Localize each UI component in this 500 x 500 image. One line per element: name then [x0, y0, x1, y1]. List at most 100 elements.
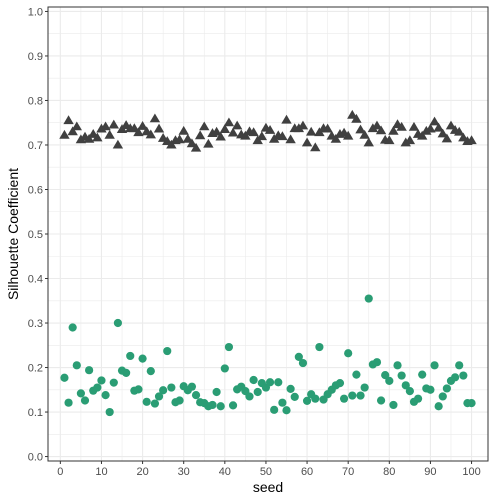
triangle-point: [112, 139, 124, 149]
circle-point: [76, 389, 85, 398]
triangle-point: [223, 117, 235, 127]
x-tick-label: 10: [95, 466, 107, 478]
circle-point: [278, 398, 287, 407]
circle-point: [274, 378, 283, 387]
circle-point: [142, 397, 151, 406]
triangle-point: [240, 130, 251, 140]
triangle-point: [388, 125, 399, 135]
circle-point: [385, 376, 394, 385]
circle-point: [389, 400, 398, 410]
triangle-point: [421, 125, 432, 135]
circle-point: [344, 349, 353, 358]
circle-point: [442, 384, 451, 393]
triangle-point: [454, 126, 465, 136]
x-tick-label: 70: [342, 466, 354, 478]
x-tick-label: 60: [301, 466, 313, 478]
triangle-point: [63, 115, 74, 125]
triangle-point: [425, 123, 436, 133]
circle-point: [253, 387, 262, 397]
y-tick-label: 0.6: [28, 184, 43, 196]
circle-point: [212, 387, 221, 397]
triangle-point: [408, 121, 420, 131]
circle-point: [298, 358, 308, 368]
triangle-point: [305, 126, 317, 136]
circle-point: [352, 370, 361, 379]
circle-point: [167, 383, 176, 392]
circle-point: [208, 400, 217, 410]
x-tick-label: 20: [136, 466, 148, 478]
circle-point: [72, 361, 81, 370]
triangle-point: [400, 137, 411, 147]
circle-point: [109, 378, 118, 387]
triangle-point: [281, 114, 292, 124]
triangle-point: [92, 132, 103, 142]
y-axis: 0.0 0.1 0.2 0.3 0.4 0.5 0.6 0.7 0.8 0.9 1.0: [28, 6, 48, 464]
triangle-point: [330, 133, 342, 143]
circle-point: [270, 405, 279, 414]
triangle-point: [264, 125, 276, 134]
circle-point: [434, 402, 443, 411]
triangle-point: [441, 133, 453, 143]
triangle-point: [429, 116, 440, 126]
circle-point: [372, 358, 382, 367]
x-tick-label: 80: [383, 466, 395, 478]
circle-point: [376, 396, 386, 405]
triangle-point: [227, 127, 239, 137]
circle-point: [438, 392, 447, 401]
circle-point: [154, 392, 164, 401]
triangle-point: [137, 121, 148, 130]
circle-point: [97, 376, 106, 385]
triangle-point: [153, 123, 165, 133]
triangle-point: [174, 134, 185, 144]
circle-point: [220, 364, 229, 373]
x-tick-label: 50: [260, 466, 272, 478]
x-tick-label: 30: [178, 466, 190, 478]
triangle-point: [71, 121, 82, 131]
triangle-point: [277, 131, 288, 141]
circle-point: [413, 394, 423, 403]
triangle-point: [145, 129, 157, 139]
triangle-point: [199, 121, 210, 131]
triangle-point: [297, 120, 309, 130]
triangle-point: [310, 142, 321, 152]
circle-point: [356, 391, 365, 400]
circle-point: [265, 378, 275, 387]
triangle-point: [166, 139, 177, 149]
circle-point: [364, 294, 373, 303]
circle-point: [163, 346, 172, 356]
circle-point: [467, 399, 476, 408]
triangle-point: [396, 121, 407, 131]
grid-lines: [48, 7, 488, 461]
triangle-point: [96, 123, 107, 133]
y-tick-label: 0.4: [28, 274, 43, 286]
triangle-point: [322, 123, 333, 133]
circle-point: [426, 385, 435, 394]
circle-point: [93, 383, 102, 392]
circle-point: [405, 387, 414, 396]
triangle-point: [133, 127, 144, 137]
x-tick-label: 0: [57, 466, 63, 478]
circle-point: [159, 386, 168, 395]
circle-point: [80, 396, 90, 405]
circle-point: [397, 371, 406, 380]
circle-point: [228, 401, 238, 410]
triangle-point: [466, 135, 477, 145]
triangle-point: [67, 126, 78, 136]
circle-point: [122, 368, 131, 377]
x-axis: 0 10 20 30 40 50 60 70 80 90 100: [57, 461, 481, 478]
triangle-point: [445, 120, 457, 130]
data-points: [59, 109, 477, 417]
circle-point: [249, 375, 258, 385]
x-axis-title: seed: [253, 479, 283, 495]
circle-point: [224, 342, 234, 352]
circle-point: [138, 354, 147, 363]
triangle-point: [100, 121, 111, 131]
triangle-point: [256, 131, 268, 141]
circle-point: [282, 406, 291, 415]
triangle-point: [190, 142, 202, 152]
x-tick-label: 100: [462, 466, 480, 478]
circle-point: [290, 392, 299, 402]
circle-point: [101, 391, 110, 400]
circle-point: [126, 351, 135, 361]
circle-point: [294, 352, 303, 361]
